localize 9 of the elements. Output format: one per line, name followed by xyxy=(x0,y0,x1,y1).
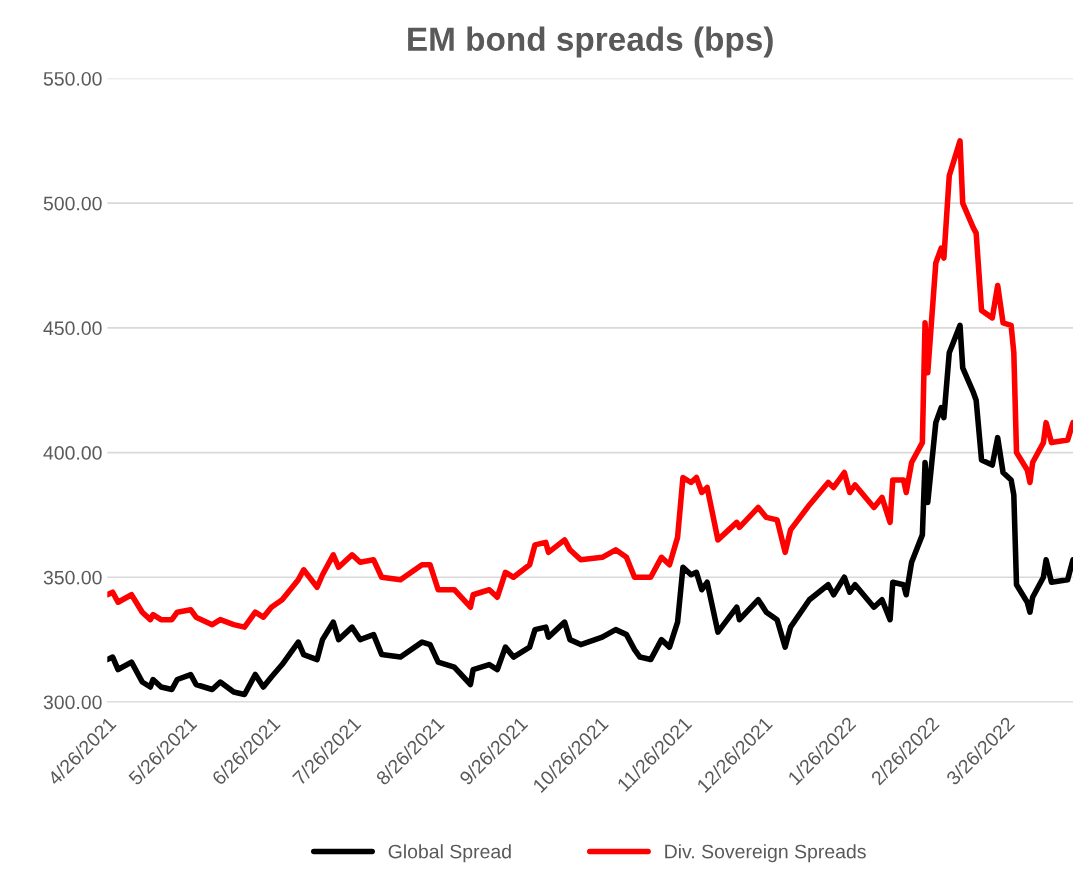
y-tick-label: 350.00 xyxy=(43,570,102,585)
y-tick-label: 550.00 xyxy=(43,71,102,86)
y-tick-label: 300.00 xyxy=(43,695,102,710)
legend-label: Div. Sovereign Spreads xyxy=(665,844,866,863)
y-tick-label: 500.00 xyxy=(43,196,102,211)
y-tick-label: 450.00 xyxy=(43,321,102,336)
chart-title: EM bond spreads (bps) xyxy=(408,26,773,58)
y-tick-label: 400.00 xyxy=(43,446,102,460)
legend-label: Global Spread xyxy=(388,844,511,863)
